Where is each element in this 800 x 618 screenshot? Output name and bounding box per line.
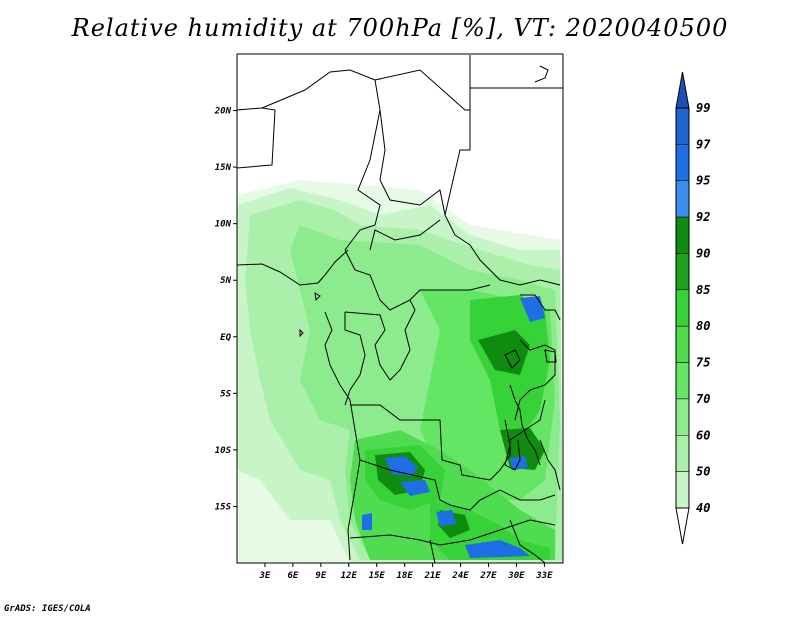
colorbar-label: 97 — [696, 137, 711, 151]
lat-tick-label: 15S — [215, 502, 232, 512]
rh-97-region — [362, 513, 372, 530]
colorbar-label: 70 — [696, 392, 710, 406]
colorbar-segment — [675, 435, 690, 472]
lon-tick-label: 27E — [479, 571, 497, 581]
colorbar-segment — [675, 325, 690, 363]
colorbar-label: 80 — [696, 319, 710, 333]
colorbar-label: 99 — [696, 101, 710, 115]
lon-tick-label: 9E — [315, 571, 326, 581]
colorbar-segment — [675, 289, 690, 327]
colorbar-top-arrow — [675, 71, 690, 109]
lon-tick-label: 30E — [507, 571, 525, 581]
longitude-axis: 3E 6E 9E 12E 15E 18E 21E 24E 27E 30E 33E — [259, 563, 553, 581]
colorbar-segment — [675, 253, 690, 291]
rh-97-region — [520, 296, 545, 322]
colorbar-segment — [675, 216, 690, 254]
colorbar-segment — [675, 398, 690, 436]
lon-tick-label: 24E — [451, 571, 469, 581]
lon-tick-label: 6E — [287, 571, 298, 581]
lon-tick-label: 18E — [397, 571, 414, 581]
lat-tick-label: EQ — [220, 333, 231, 343]
lat-tick-label: 10S — [215, 446, 232, 456]
latitude-axis: 20N 15N 10N 5N EQ 5S 10S 15S — [214, 107, 237, 512]
map-title: Relative humidity at 700hPa [%], VT: 202… — [71, 14, 729, 42]
humidity-field-layer — [237, 180, 563, 563]
lat-tick-label: 5S — [220, 389, 231, 399]
rh-97-region — [465, 540, 530, 558]
lon-tick-label: 3E — [259, 571, 271, 581]
lon-tick-label: 15E — [369, 571, 386, 581]
colorbar: 99 97 95 92 90 85 80 75 70 60 50 40 — [675, 71, 711, 545]
colorbar-segment — [675, 180, 690, 218]
lon-tick-label: 33E — [535, 571, 553, 581]
grads-credit: GrADS: IGES/COLA — [4, 604, 91, 614]
colorbar-label: 50 — [696, 465, 710, 479]
colorbar-label: 40 — [696, 501, 710, 515]
country-borders — [236, 55, 563, 564]
lon-tick-label: 12E — [341, 571, 358, 581]
lat-tick-label: 10N — [215, 220, 232, 230]
colorbar-label: 92 — [696, 210, 710, 224]
lat-tick-label: 20N — [214, 107, 232, 117]
colorbar-segment — [675, 144, 690, 181]
plot-frame — [236, 53, 564, 564]
colorbar-label: 85 — [696, 283, 710, 297]
colorbar-label: 60 — [696, 428, 710, 442]
colorbar-label: 75 — [696, 356, 710, 370]
lat-tick-label: 5N — [220, 276, 231, 286]
colorbar-segment — [675, 362, 690, 400]
colorbar-segment — [675, 107, 690, 145]
lat-tick-label: 15N — [215, 163, 232, 173]
colorbar-label: 90 — [696, 246, 710, 260]
colorbar-label: 95 — [696, 174, 710, 188]
rh-97-region — [400, 480, 430, 496]
colorbar-frame — [675, 107, 690, 509]
lon-tick-label: 21E — [423, 571, 441, 581]
colorbar-segment — [675, 471, 690, 509]
rh-97-region — [436, 510, 456, 526]
colorbar-bottom-arrow — [675, 507, 690, 545]
